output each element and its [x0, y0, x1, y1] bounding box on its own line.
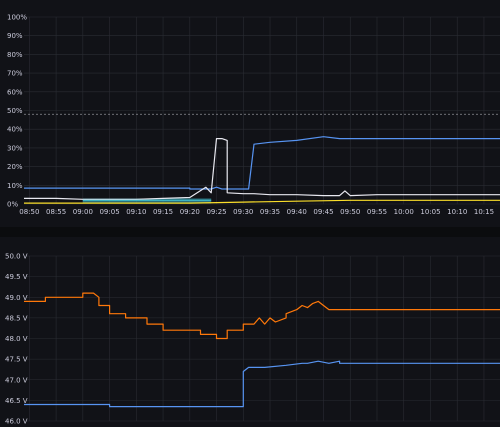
series-line-1[interactable] [24, 138, 500, 200]
x-tick-label: 09:55 [367, 208, 387, 216]
x-tick-label: 10:05 [420, 208, 440, 216]
x-tick-label: 09:30 [233, 208, 253, 216]
series-line-2[interactable] [24, 199, 500, 204]
y-tick-label: 10% [7, 182, 23, 190]
y-tick-label: 0% [7, 201, 18, 209]
y-tick-label: 46.5 V [5, 397, 28, 405]
x-tick-label: 09:25 [206, 208, 226, 216]
cpu-usage-panel: 0% 10% 20% 30% 40% 50% 60% 70% 80% 90% 100% 08:50 08… [0, 0, 500, 226]
x-tick-label: 08:50 [19, 208, 39, 216]
y-tick-label: 48.0 V [5, 335, 28, 343]
x-tick-label: 08:55 [46, 208, 66, 216]
series-line-0[interactable] [24, 136, 500, 190]
y-tick-label: 40% [7, 126, 23, 134]
voltage-panel: 46.0 V 46.5 V 47.0 V 47.5 V 48.0 V 48.5 V 49.0… [0, 240, 500, 427]
cpu-usage-chart[interactable]: 0% 10% 20% 30% 40% 50% 60% 70% 80% 90% 100% 08:50 08… [0, 0, 500, 226]
y-tick-label: 47.5 V [5, 356, 28, 364]
series-area-fill [82, 198, 212, 204]
y-tick-label: 47.0 V [5, 376, 28, 384]
x-tick-label: 10:15 [474, 208, 494, 216]
x-tick-label: 09:00 [73, 208, 93, 216]
y-tick-label: 70% [7, 70, 23, 78]
y-tick-label: 50% [7, 107, 23, 115]
y-tick-label: 46.0 V [5, 418, 28, 426]
x-tick-label: 09:45 [313, 208, 333, 216]
voltage-chart[interactable]: 46.0 V 46.5 V 47.0 V 47.5 V 48.0 V 48.5 V 49.0… [0, 240, 500, 427]
series-line-0[interactable] [24, 292, 500, 340]
x-tick-label: 09:40 [287, 208, 307, 216]
x-tick-label: 09:15 [153, 208, 173, 216]
y-tick-label: 30% [7, 144, 23, 152]
x-tick-label: 10:10 [447, 208, 467, 216]
y-tick-label: 49.0 V [5, 294, 28, 302]
panel-divider [0, 227, 500, 237]
x-tick-label: 09:20 [180, 208, 200, 216]
y-tick-label: 20% [7, 163, 23, 171]
y-tick-label: 80% [7, 51, 23, 59]
y-tick-label: 50.0 V [5, 253, 28, 261]
y-tick-label: 49.5 V [5, 273, 28, 281]
x-tick-label: 09:10 [126, 208, 146, 216]
x-tick-label: 09:50 [340, 208, 360, 216]
y-tick-label: 100% [7, 14, 27, 22]
series-line-1[interactable] [24, 360, 500, 408]
x-tick-label: 10:00 [394, 208, 414, 216]
x-tick-label: 09:05 [99, 208, 119, 216]
y-tick-label: 90% [7, 32, 23, 40]
x-tick-label: 09:35 [260, 208, 280, 216]
y-tick-label: 48.5 V [5, 314, 28, 322]
y-tick-label: 60% [7, 88, 23, 96]
